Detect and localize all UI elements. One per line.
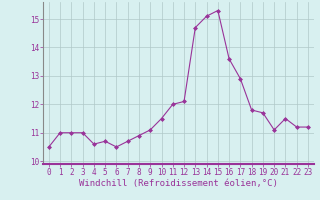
- X-axis label: Windchill (Refroidissement éolien,°C): Windchill (Refroidissement éolien,°C): [79, 179, 278, 188]
